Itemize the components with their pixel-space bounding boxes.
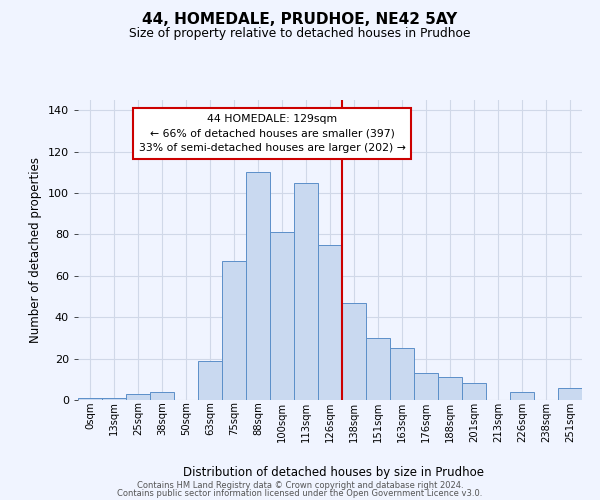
Bar (78, 398, 102, 400)
Bar (342, 303, 366, 400)
Bar (294, 183, 318, 400)
Text: Size of property relative to detached houses in Prudhoe: Size of property relative to detached ho… (129, 28, 471, 40)
Bar (510, 392, 534, 400)
Bar (414, 373, 438, 400)
Bar (198, 360, 222, 400)
Y-axis label: Number of detached properties: Number of detached properties (29, 157, 42, 343)
Bar (150, 392, 174, 400)
Text: Distribution of detached houses by size in Prudhoe: Distribution of detached houses by size … (182, 466, 484, 479)
Bar (270, 232, 294, 400)
Text: Contains public sector information licensed under the Open Government Licence v3: Contains public sector information licen… (118, 489, 482, 498)
Bar (390, 348, 414, 400)
Bar (222, 262, 246, 400)
Bar (102, 398, 126, 400)
Text: Contains HM Land Registry data © Crown copyright and database right 2024.: Contains HM Land Registry data © Crown c… (137, 480, 463, 490)
Bar (366, 338, 390, 400)
Bar (246, 172, 270, 400)
Bar (462, 384, 486, 400)
Text: 44 HOMEDALE: 129sqm
← 66% of detached houses are smaller (397)
33% of semi-detac: 44 HOMEDALE: 129sqm ← 66% of detached ho… (139, 114, 406, 153)
Bar (558, 388, 582, 400)
Text: 44, HOMEDALE, PRUDHOE, NE42 5AY: 44, HOMEDALE, PRUDHOE, NE42 5AY (142, 12, 458, 28)
Bar (126, 394, 150, 400)
Bar (438, 377, 462, 400)
Bar (318, 245, 342, 400)
